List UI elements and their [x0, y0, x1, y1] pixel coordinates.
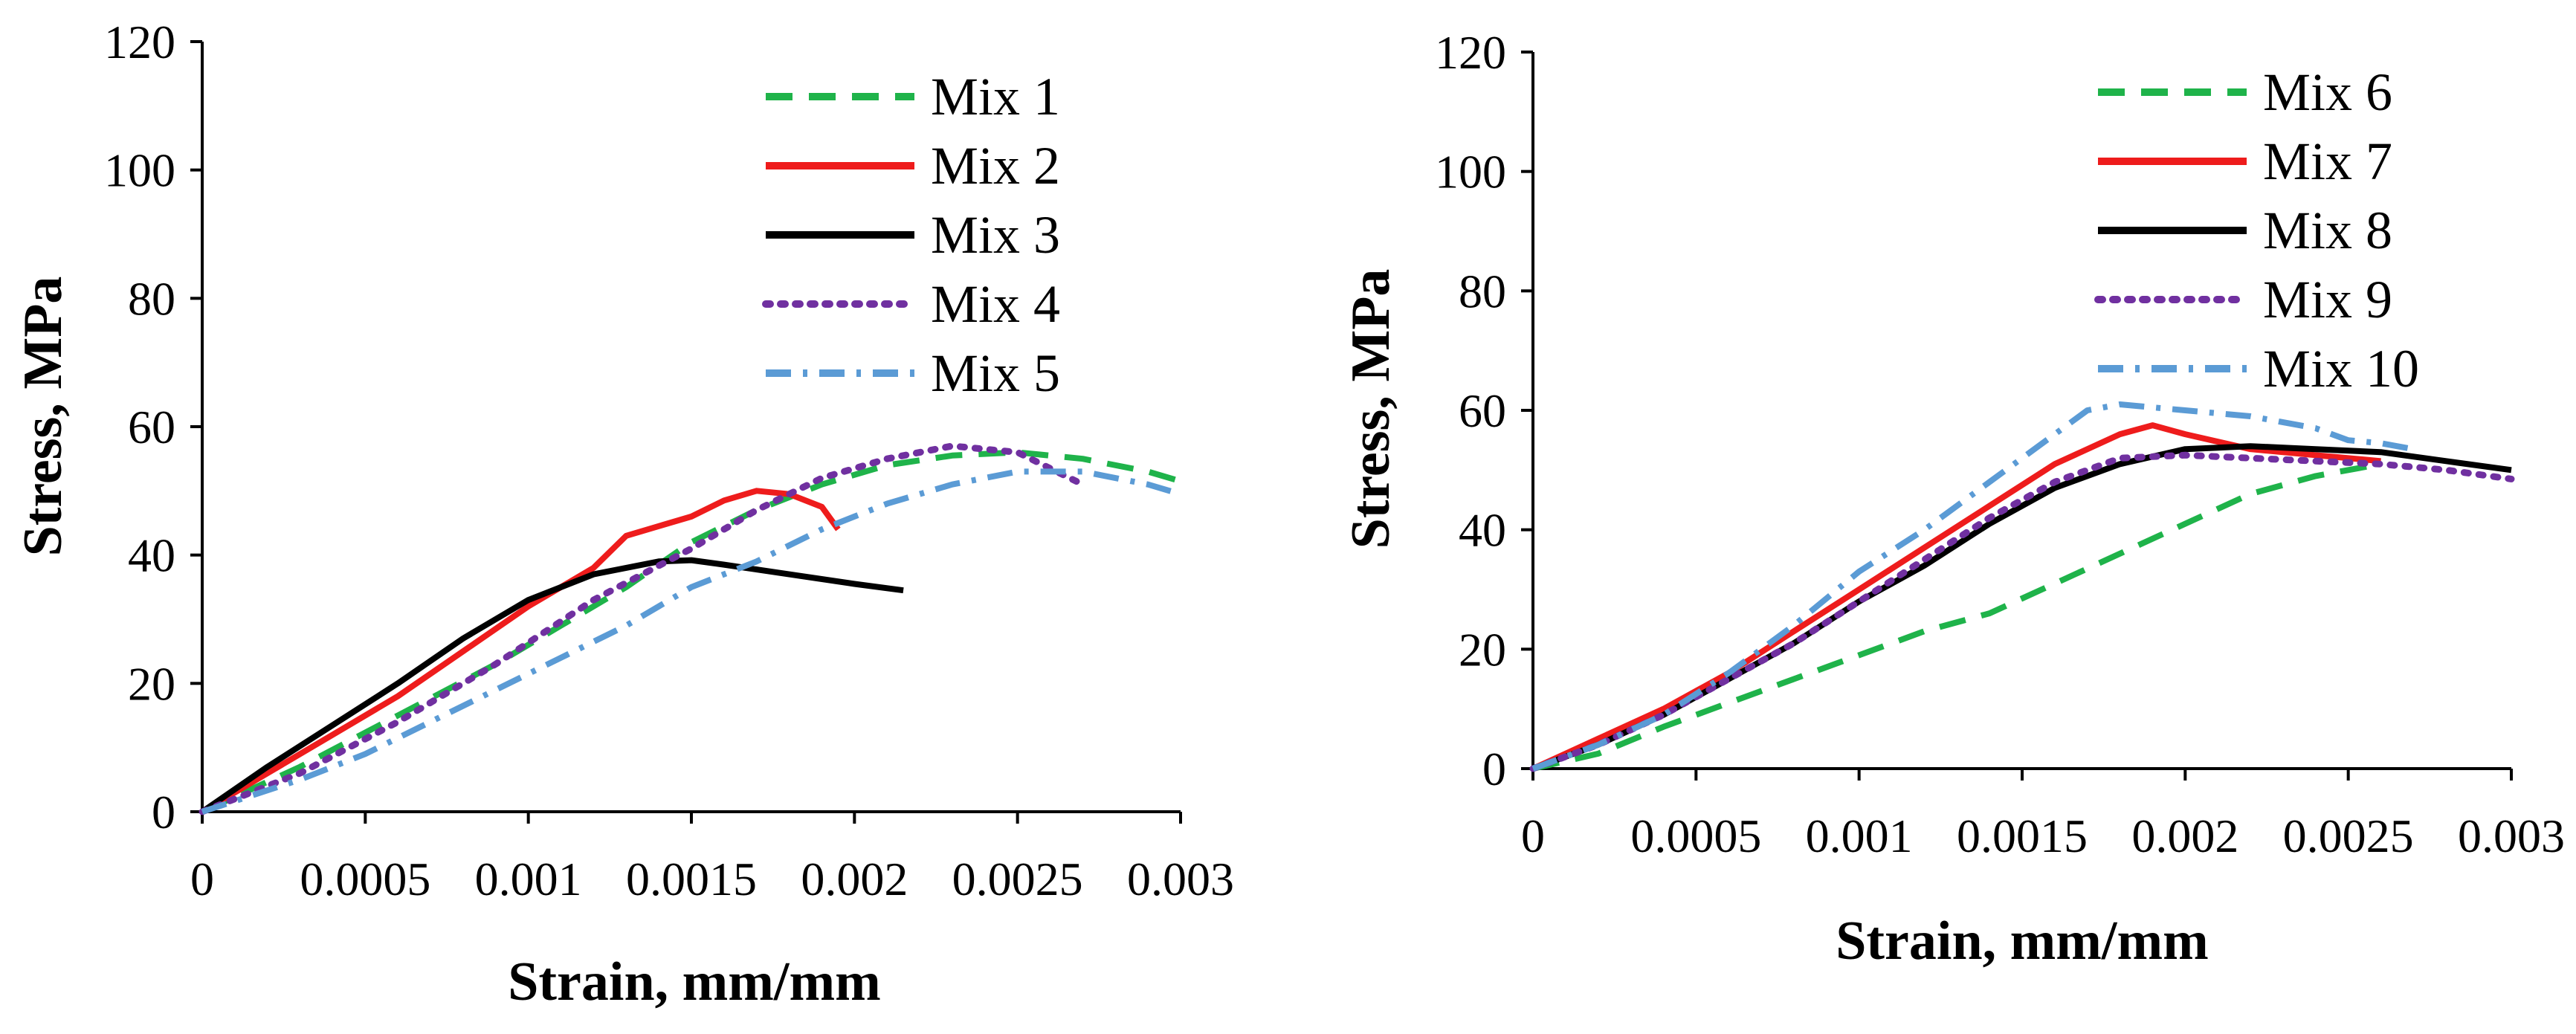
y-tick-label: 100: [104, 144, 175, 197]
x-tick-label: 0.0005: [1630, 810, 1761, 862]
x-tick-label: 0.001: [1806, 810, 1913, 862]
plot-area-left: 0 20 40 60 80 100 120 0 0.0005 0.001 0.0015 0.002 0.…: [104, 16, 1234, 905]
series-line-mix-6: [1532, 461, 2382, 772]
x-tick-label: 0.0015: [626, 853, 757, 905]
y-tick-label: 0: [152, 786, 175, 838]
y-tick-label: 120: [104, 16, 175, 68]
y-axis-title-right: Stress, MPa: [1340, 269, 1401, 549]
x-tick-label: 0.0005: [300, 853, 430, 905]
y-tick-label: 80: [1459, 265, 1506, 317]
x-tick-label: 0.003: [2458, 810, 2565, 862]
series-line-mix-3: [200, 557, 904, 815]
legend-label: Mix 3: [931, 205, 1060, 265]
y-tick-label: 20: [128, 657, 175, 710]
y-tick-label: 80: [128, 272, 175, 325]
y-tick-label: 20: [1459, 623, 1506, 676]
series-line-mix-5: [201, 468, 1182, 815]
legend-label: Mix 5: [931, 343, 1060, 403]
legend-label: Mix 9: [2263, 270, 2392, 329]
x-tick-label: 0: [1521, 810, 1545, 862]
x-tick-label: 0: [190, 853, 214, 905]
legend-label: Mix 7: [2263, 132, 2392, 191]
legend-label: Mix 4: [931, 274, 1060, 334]
series-line-mix-4: [198, 442, 1086, 815]
series-line-mix-7: [1531, 422, 2381, 772]
series-line-mix-1: [201, 449, 1182, 815]
series-line-mix-2: [200, 488, 841, 815]
x-tick-label: 0.001: [475, 853, 582, 905]
x-axis-title-left: Strain, mm/mm: [508, 951, 881, 1012]
legend-label: Mix 8: [2263, 201, 2392, 260]
y-tick-label: 60: [1459, 384, 1506, 437]
y-tick-label: 40: [1459, 504, 1506, 557]
y-tick-label: 100: [1435, 146, 1506, 198]
legend-label: Mix 10: [2263, 339, 2419, 398]
legend-label: Mix 1: [931, 67, 1060, 126]
legend-label: Mix 6: [2263, 62, 2392, 122]
y-tick-label: 40: [128, 529, 175, 582]
y-tick-label: 60: [128, 401, 175, 453]
y-axis-title-left: Stress, MPa: [13, 277, 74, 557]
plot-area-right: 0 20 40 60 80 100 120 0 0.0005 0.001 0.0015 0.002 0.…: [1435, 26, 2565, 862]
x-tick-label: 0.0025: [952, 853, 1083, 905]
y-tick-label: 120: [1435, 26, 1506, 79]
legend-label: Mix 2: [931, 136, 1060, 196]
x-tick-label: 0.002: [801, 853, 908, 905]
chart-right: 0 20 40 60 80 100 120 0 0.0005 0.001 0.0015 0.002 0.…: [1340, 26, 2565, 972]
x-tick-label: 0.0025: [2283, 810, 2414, 862]
x-tick-label: 0.002: [2131, 810, 2238, 862]
chart-left: 0 20 40 60 80 100 120 0 0.0005 0.001 0.0015 0.002 0.…: [13, 16, 1234, 1012]
y-tick-label: 0: [1482, 743, 1506, 795]
x-tick-label: 0.003: [1127, 853, 1234, 905]
x-axis-title-right: Strain, mm/mm: [1836, 911, 2209, 972]
x-tick-label: 0.0015: [1957, 810, 2088, 862]
